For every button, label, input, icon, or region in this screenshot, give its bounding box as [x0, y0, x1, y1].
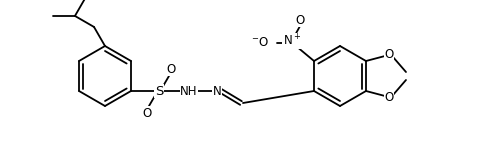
- Text: O: O: [384, 90, 394, 104]
- Text: O: O: [295, 14, 305, 26]
- Text: N: N: [212, 85, 221, 97]
- Text: NH: NH: [180, 85, 198, 97]
- Text: O: O: [166, 62, 175, 76]
- Text: O: O: [142, 107, 152, 119]
- Text: O: O: [384, 48, 394, 62]
- Text: S: S: [155, 85, 163, 97]
- Text: $^{-}$O: $^{-}$O: [251, 36, 269, 50]
- Text: N$^+$: N$^+$: [283, 33, 301, 49]
